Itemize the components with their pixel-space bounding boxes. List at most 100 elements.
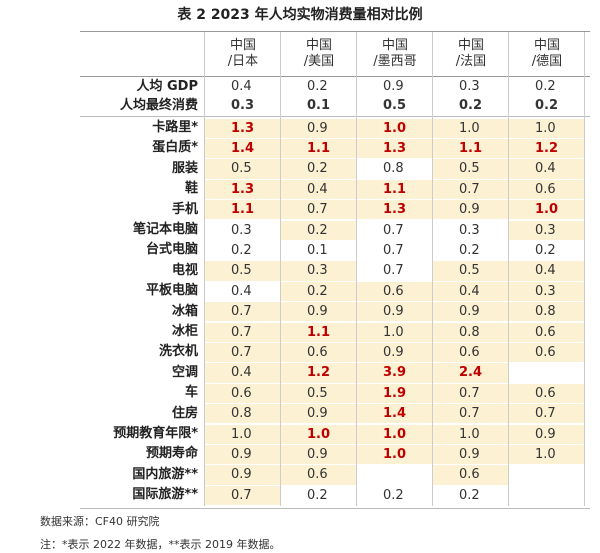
row-label: 预期寿命 — [145, 446, 198, 462]
source-note: 数据来源：CF40 研究院 — [40, 515, 160, 528]
rule — [80, 31, 590, 32]
cell: 0.4 — [231, 283, 252, 299]
cell: 0.2 — [535, 79, 556, 94]
cell: 0.9 — [205, 444, 281, 465]
cell: 0.2 — [281, 281, 357, 302]
cell: 0.5 — [383, 98, 407, 113]
cell: 0.4 — [205, 363, 281, 383]
column-rule — [508, 32, 509, 506]
cell: 0.5 — [433, 159, 509, 179]
cell: 1.4 — [205, 138, 281, 159]
cell: 0.4 — [231, 79, 252, 94]
cell: 1.1 — [433, 138, 509, 159]
cell: 0.8 — [509, 302, 585, 322]
cell: 0.2 — [307, 487, 328, 503]
cell: 0.9 — [281, 302, 357, 322]
cell: 0.2 — [281, 159, 357, 179]
cell: 0.3 — [231, 222, 252, 238]
rule — [80, 507, 590, 509]
cell: 1.0 — [357, 444, 433, 465]
cell: 0.7 — [205, 342, 281, 363]
column-header: /美国 — [303, 54, 335, 69]
row-label: 洗衣机 — [158, 344, 198, 360]
cell: 0.7 — [383, 242, 404, 258]
cell: 0.4 — [433, 281, 509, 302]
cell: 0.3 — [459, 79, 480, 94]
cell: 0.1 — [307, 242, 328, 258]
cell: 0.6 — [433, 465, 509, 485]
cell: 0.8 — [205, 404, 281, 424]
cell: 1.9 — [357, 383, 433, 404]
cell: 1.0 — [357, 424, 433, 444]
cell: 0.3 — [281, 261, 357, 281]
cell: 0.9 — [281, 118, 357, 138]
cell: 1.1 — [281, 322, 357, 342]
cell: 0.2 — [231, 242, 252, 258]
cell: 0.9 — [281, 404, 357, 424]
cell: 0.2 — [459, 487, 480, 503]
cell: 1.0 — [509, 118, 585, 138]
footnote: 注：*表示 2022 年数据，**表示 2019 年数据。 — [40, 538, 281, 551]
column-header: 中国 — [229, 38, 256, 53]
cell: 1.1 — [357, 179, 433, 200]
cell: 0.7 — [383, 263, 404, 279]
row-label: 冰箱 — [171, 303, 198, 319]
cell — [509, 465, 585, 484]
cell: 0.9 — [383, 79, 404, 94]
cell: 1.2 — [281, 363, 357, 383]
cell: 0.9 — [433, 200, 509, 220]
cell: 1.0 — [281, 424, 357, 444]
cell: 1.0 — [357, 322, 433, 342]
cell: 0.7 — [383, 222, 404, 238]
cell: 1.0 — [433, 424, 509, 444]
column-header: /法国 — [455, 54, 487, 69]
cell: 1.4 — [357, 404, 433, 424]
row-label: 住房 — [171, 405, 198, 421]
cell: 0.2 — [535, 242, 556, 258]
cell: 0.2 — [281, 220, 357, 240]
cell: 0.1 — [307, 98, 331, 113]
column-rule — [356, 32, 357, 506]
cell: 0.7 — [205, 302, 281, 322]
cell: 0.6 — [509, 383, 585, 404]
column-header: /德国 — [531, 54, 563, 69]
cell: 1.0 — [433, 118, 509, 138]
cell — [509, 363, 585, 382]
cell: 1.0 — [509, 200, 585, 220]
cell: 0.3 — [459, 222, 480, 238]
cell: 0.4 — [281, 179, 357, 200]
cell: 1.3 — [357, 200, 433, 220]
cell: 1.2 — [509, 138, 585, 159]
cell: 0.7 — [433, 179, 509, 200]
cell: 0.9 — [357, 342, 433, 363]
cell: 1.0 — [509, 444, 585, 465]
cell: 0.3 — [509, 281, 585, 302]
row-label: 预期教育年限* — [113, 426, 198, 441]
cell: 0.9 — [357, 302, 433, 322]
cell: 0.5 — [205, 261, 281, 281]
column-header: 中国 — [381, 38, 408, 53]
column-rule — [280, 32, 281, 506]
column-header: 中国 — [305, 38, 332, 53]
cell: 0.2 — [459, 242, 480, 258]
column-header: /日本 — [227, 54, 259, 69]
cell: 0.6 — [281, 465, 357, 485]
column-header: 中国 — [533, 38, 560, 53]
cell: 1.3 — [205, 118, 281, 138]
row-label: 服装 — [171, 160, 198, 176]
cell: 2.4 — [433, 363, 509, 383]
row-label: 人均最终消费 — [119, 98, 198, 113]
cell: 0.4 — [509, 261, 585, 281]
cell: 0.2 — [459, 98, 483, 113]
row-label: 台式电脑 — [145, 242, 198, 258]
cell: 1.3 — [205, 179, 281, 200]
rule — [80, 76, 590, 77]
cell: 0.9 — [433, 444, 509, 465]
cell: 0.4 — [509, 159, 585, 179]
cell: 0.2 — [307, 79, 328, 94]
cell: 0.5 — [433, 261, 509, 281]
cell: 0.6 — [281, 342, 357, 363]
row-label: 国内旅游** — [132, 466, 198, 482]
row-label: 人均 GDP — [136, 79, 198, 94]
